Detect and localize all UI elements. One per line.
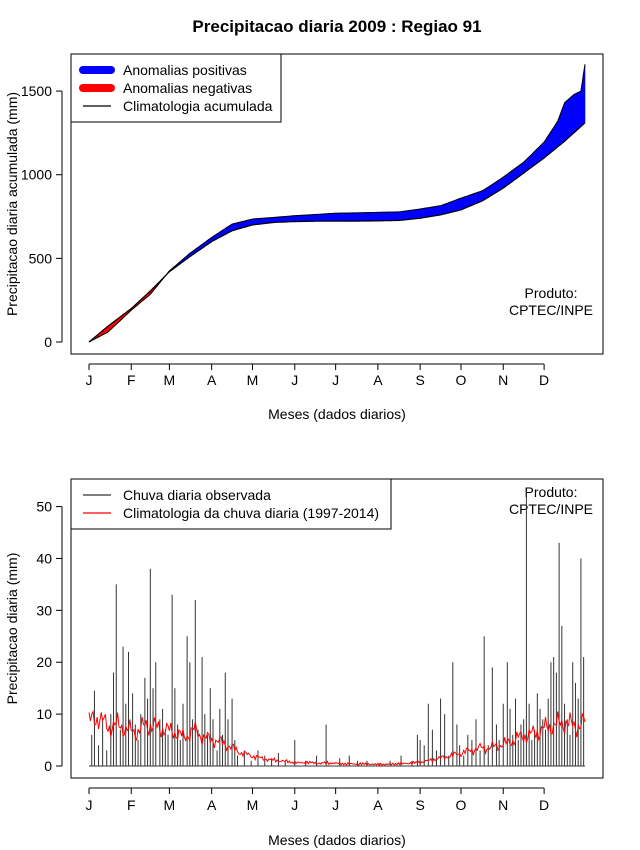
legend-label: Anomalias positivas bbox=[123, 62, 247, 78]
x-tick-label: D bbox=[539, 797, 549, 813]
chart-title: Precipitacao diaria 2009 : Regiao 91 bbox=[192, 17, 481, 36]
x-tick-label: J bbox=[86, 797, 93, 813]
climatology-cumulative-line bbox=[88, 122, 586, 343]
x-tick-label: J bbox=[332, 372, 339, 388]
daily-precipitation-panel: 0 10 20 30 40 50 Precipitacao diaria (mm) J F M A M… bbox=[4, 478, 604, 848]
x-tick-label: A bbox=[373, 797, 383, 813]
x-tick-label: M bbox=[164, 797, 176, 813]
x-tick-label: M bbox=[164, 372, 176, 388]
x-tick-label: N bbox=[498, 797, 508, 813]
product-annotation: Produto: bbox=[525, 285, 578, 301]
legend-label: Chuva diaria observada bbox=[123, 487, 271, 503]
x-tick-label: F bbox=[127, 372, 136, 388]
x-tick-label: J bbox=[291, 372, 298, 388]
legend-label: Climatologia da chuva diaria (1997-2014) bbox=[123, 505, 379, 521]
legend-label: Climatologia acumulada bbox=[123, 98, 273, 114]
legend-box bbox=[70, 478, 392, 530]
y-axis-title: Precipitacao diaria acumulada (mm) bbox=[4, 92, 20, 316]
x-tick-label: S bbox=[415, 372, 424, 388]
x-tick-label: J bbox=[291, 797, 298, 813]
x-tick-label: F bbox=[127, 797, 136, 813]
y-tick-label: 1000 bbox=[21, 167, 52, 183]
x-tick-label: J bbox=[86, 372, 93, 388]
y-tick-label: 20 bbox=[36, 654, 52, 670]
product-annotation: Produto: bbox=[525, 484, 578, 500]
x-tick-label: O bbox=[456, 372, 467, 388]
y-tick-label: 0 bbox=[44, 758, 52, 774]
x-tick-label: J bbox=[332, 797, 339, 813]
y-tick-label: 40 bbox=[36, 550, 52, 566]
x-axis-title: Meses (dados diarios) bbox=[268, 406, 406, 422]
product-annotation: CPTEC/INPE bbox=[509, 302, 593, 318]
y-tick-label: 10 bbox=[36, 706, 52, 722]
x-tick-label: D bbox=[539, 372, 549, 388]
x-tick-label: N bbox=[498, 372, 508, 388]
x-tick-label: S bbox=[415, 797, 424, 813]
y-tick-label: 1500 bbox=[21, 83, 52, 99]
product-annotation: CPTEC/INPE bbox=[509, 501, 593, 517]
x-tick-label: A bbox=[207, 797, 217, 813]
climatology-daily-line bbox=[88, 709, 586, 767]
y-tick-label: 500 bbox=[29, 250, 53, 266]
legend-label: Anomalias negativas bbox=[123, 80, 252, 96]
x-tick-label: M bbox=[247, 372, 259, 388]
daily-rain-bars bbox=[91, 491, 585, 766]
y-axis-title: Precipitacao diaria (mm) bbox=[4, 553, 20, 705]
y-tick-label: 30 bbox=[36, 602, 52, 618]
x-tick-label: A bbox=[207, 372, 217, 388]
x-axis-title: Meses (dados diarios) bbox=[268, 832, 406, 848]
plot-frame bbox=[70, 53, 604, 355]
y-tick-label: 50 bbox=[36, 499, 52, 515]
x-tick-label: M bbox=[247, 797, 259, 813]
x-tick-label: A bbox=[373, 372, 383, 388]
x-tick-label: O bbox=[456, 797, 467, 813]
observed-cumulative-line bbox=[88, 64, 586, 343]
y-tick-label: 0 bbox=[44, 334, 52, 350]
